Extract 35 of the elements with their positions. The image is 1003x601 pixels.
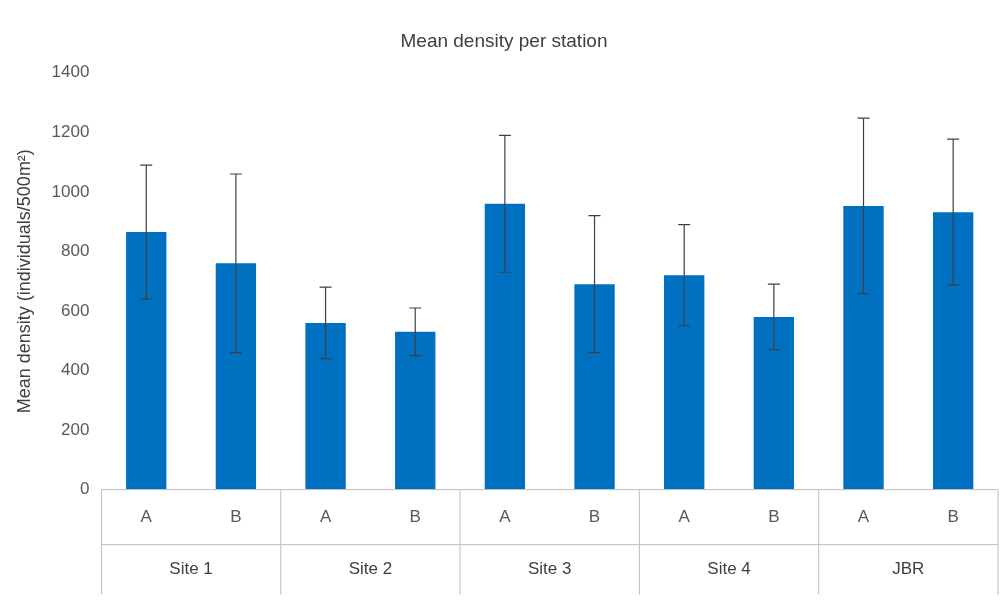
text: JBR (892, 559, 925, 579)
bar (305, 322, 346, 490)
bar (126, 232, 167, 490)
x-tick-label: B (947, 507, 959, 527)
bar (664, 275, 705, 490)
x-tick-label: B (409, 507, 421, 527)
y-tick-label: 400 (61, 360, 90, 380)
x-tick-label: A (678, 507, 691, 527)
x-tick-label: A (319, 507, 332, 527)
bar (574, 284, 615, 490)
bar (395, 331, 436, 490)
y-tick-label: 0 (79, 479, 90, 499)
bar (753, 316, 795, 490)
y-tick-label: 1000 (51, 181, 90, 201)
text: Site 2 (348, 559, 393, 579)
text: Site 1 (169, 559, 213, 579)
x-tick-label: A (499, 507, 512, 527)
x-tick-label: B (230, 507, 242, 527)
bar (215, 263, 257, 490)
y-tick-label: 1400 (51, 62, 90, 82)
bar (843, 205, 884, 490)
text: Site 3 (527, 559, 572, 579)
text: Site 4 (707, 559, 751, 579)
bar (933, 212, 974, 490)
x-tick-label: B (768, 507, 780, 527)
x-tick-label: A (140, 507, 153, 527)
y-axis-title: Mean density (individuals/500m²) (13, 149, 34, 414)
y-tick-label: 200 (61, 419, 90, 439)
y-tick-label: 800 (61, 241, 90, 261)
y-tick-label: 1200 (51, 122, 90, 142)
x-tick-label: A (857, 507, 870, 527)
x-tick-label: B (588, 507, 601, 527)
y-tick-label: 600 (61, 300, 90, 320)
chart-title: Mean density per station (400, 29, 608, 51)
bar (484, 203, 526, 490)
